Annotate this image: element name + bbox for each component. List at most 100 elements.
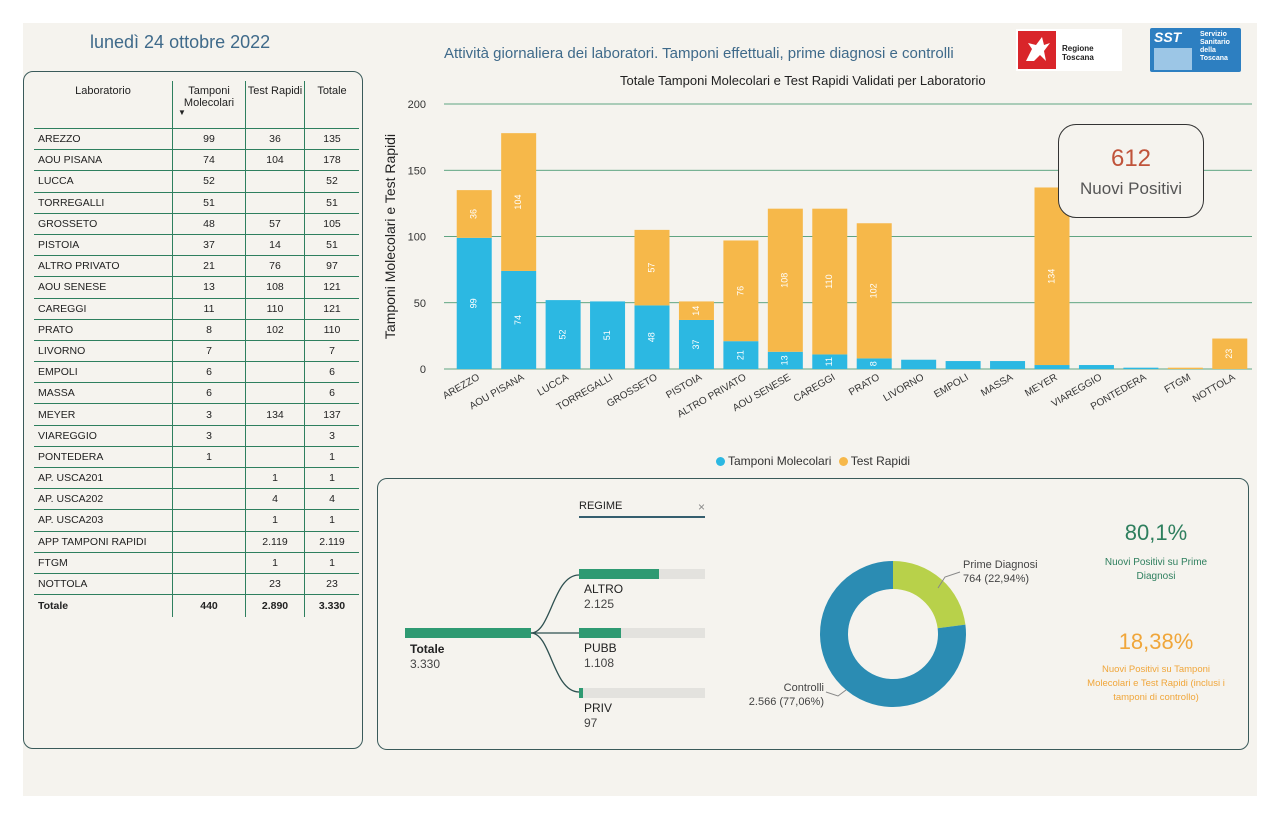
col-header-totale[interactable]: Totale — [304, 81, 359, 129]
cell-totale: 121 — [304, 298, 359, 320]
table-row[interactable]: APP TAMPONI RAPIDI 2.119 2.119 — [34, 531, 359, 553]
cell-lab: AOU PISANA — [34, 149, 173, 172]
y-tick-label: 0 — [420, 364, 426, 376]
cell-totale: 178 — [304, 149, 359, 172]
table-row[interactable]: AOU SENESE 13 108 121 — [34, 276, 359, 299]
bar-molecolari — [678, 319, 714, 369]
cell-rapidi: 108 — [245, 276, 305, 299]
data-label: 76 — [735, 286, 745, 296]
table-row[interactable]: VIAREGGIO 3 3 — [34, 425, 359, 447]
regime-filter[interactable]: REGIME × — [579, 500, 705, 518]
nuovi-positivi-card: 612 Nuovi Positivi — [1058, 124, 1204, 218]
cell-totale: 7 — [304, 340, 359, 363]
col-header-tamponi[interactable]: Tamponi Molecolari ▼ — [172, 81, 246, 129]
x-tick-label: LUCCA — [536, 372, 571, 399]
cell-totale: 110 — [304, 319, 359, 341]
pct-prime-diagnosi-label: Nuovi Positivi su Prime Diagnosi — [1104, 557, 1208, 582]
donut-slice-controlli[interactable] — [820, 561, 966, 707]
cell-totale: 135 — [304, 128, 359, 151]
pegasus-icon — [1018, 31, 1056, 69]
cell-lab: CAREGGI — [34, 298, 173, 320]
cell-rapidi: 57 — [245, 213, 305, 235]
col-header-test-rapidi[interactable]: Test Rapidi — [245, 81, 305, 129]
chart-legend: Tamponi Molecolari Test Rapidi — [716, 454, 910, 468]
cell-lab: ALTRO PRIVATO — [34, 255, 173, 278]
data-label: 11 — [824, 357, 834, 366]
table-row[interactable]: NOTTOLA 23 23 — [34, 573, 359, 596]
cell-rapidi: 1 — [245, 552, 305, 574]
legend-dot-icon — [838, 457, 848, 467]
total-cell: Totale — [38, 600, 69, 613]
tree-root-value: 3.330 — [410, 657, 441, 671]
table-row[interactable]: MASSA 6 6 — [34, 382, 359, 405]
bar-molecolari — [945, 361, 981, 369]
table-row[interactable]: PRATO 8 102 110 — [34, 319, 359, 341]
cell-rapidi — [245, 446, 305, 469]
bar-molecolari — [812, 354, 848, 369]
legend-dot-icon — [716, 457, 725, 467]
cell-rapidi — [245, 192, 305, 214]
table-row[interactable]: TORREGALLI 51 51 — [34, 192, 359, 214]
kpi-label: Nuovi Positivi — [1079, 179, 1183, 198]
cell-totale: 6 — [304, 382, 359, 405]
cell-tamponi — [172, 573, 246, 596]
table-row[interactable]: AP. USCA201 1 1 — [34, 467, 359, 490]
cell-tamponi: 13 — [172, 276, 246, 299]
cell-totale: 1 — [304, 552, 359, 574]
donut-label-prime-diagnosi: Prime Diagnosi 764 (22,94%) — [963, 559, 1038, 585]
data-label: 102 — [869, 283, 879, 298]
cell-lab: AP. USCA201 — [34, 467, 173, 490]
sst-figure-icon — [1154, 48, 1192, 70]
cell-tamponi: 1 — [172, 446, 246, 469]
tree-node-pubb-value: 1.108 — [584, 656, 615, 670]
cell-tamponi: 6 — [172, 382, 246, 405]
cell-lab: AP. USCA202 — [34, 488, 173, 511]
table-row[interactable]: LIVORNO 7 7 — [34, 340, 359, 363]
bar-rapidi — [812, 208, 848, 355]
cell-tamponi — [172, 488, 246, 511]
cell-lab: TORREGALLI — [34, 192, 173, 214]
data-label: 14 — [691, 306, 701, 316]
cell-tamponi — [172, 552, 246, 574]
table-row[interactable]: EMPOLI 6 6 — [34, 361, 359, 384]
pct-tamponi: 18,38% — [1118, 629, 1194, 654]
bar-molecolari — [901, 359, 937, 369]
table-row[interactable]: PISTOIA 37 14 51 — [34, 234, 359, 257]
table-row[interactable]: FTGM 1 1 — [34, 552, 359, 574]
tree-node-altro-bar[interactable] — [579, 569, 705, 579]
cell-lab: GROSSETO — [34, 213, 173, 235]
x-tick-label: GROSSETO — [605, 372, 660, 410]
cell-tamponi — [172, 509, 246, 532]
clear-filter-icon[interactable]: × — [697, 500, 705, 514]
cell-totale: 4 — [304, 488, 359, 511]
cell-tamponi: 11 — [172, 298, 246, 320]
table-row[interactable]: AP. USCA202 4 4 — [34, 488, 359, 511]
table-row[interactable]: GROSSETO 48 57 105 — [34, 213, 359, 235]
total-cell: 3.330 — [304, 594, 359, 618]
table-row[interactable]: LUCCA 52 52 — [34, 170, 359, 193]
table-row[interactable]: AP. USCA203 1 1 — [34, 509, 359, 532]
cell-tamponi: 6 — [172, 361, 246, 384]
col-header-laboratorio[interactable]: Laboratorio — [34, 81, 173, 129]
stacked-bar-chart: 0 50 100 150 200 Tamponi Molecolari e Test Ra… — [382, 99, 1252, 420]
table-row[interactable]: AREZZO 99 36 135 — [34, 128, 359, 151]
table-row[interactable]: CAREGGI 11 110 121 — [34, 298, 359, 320]
bar-molecolari — [1034, 365, 1070, 369]
bar-molecolari — [856, 358, 892, 369]
table-row[interactable]: PONTEDERA 1 1 — [34, 446, 359, 469]
table-row[interactable]: ALTRO PRIVATO 21 76 97 — [34, 255, 359, 278]
tree-node-pubb-bar[interactable] — [579, 628, 705, 638]
legend-item-rapidi[interactable]: Test Rapidi — [835, 454, 910, 468]
legend-item-molecolari[interactable]: Tamponi Molecolari — [716, 454, 831, 468]
donut-label-controlli: Controlli 2.566 (77,06%) — [748, 682, 824, 708]
tree-root-bar[interactable] — [405, 628, 531, 638]
cell-tamponi: 3 — [172, 403, 246, 426]
sst-description: Servizio Sanitario della Toscana — [1200, 31, 1230, 62]
table-row[interactable]: AOU PISANA 74 104 178 — [34, 149, 359, 172]
cell-tamponi: 52 — [172, 170, 246, 193]
y-axis-label: Tamponi Molecolari e Test Rapidi — [382, 134, 398, 339]
table-row[interactable]: MEYER 3 134 137 — [34, 403, 359, 426]
tree-node-priv-bar[interactable] — [579, 688, 705, 698]
lab-table-panel: Laboratorio Tamponi Molecolari ▼ Test Rap… — [23, 71, 363, 749]
data-label: 36 — [469, 209, 479, 219]
